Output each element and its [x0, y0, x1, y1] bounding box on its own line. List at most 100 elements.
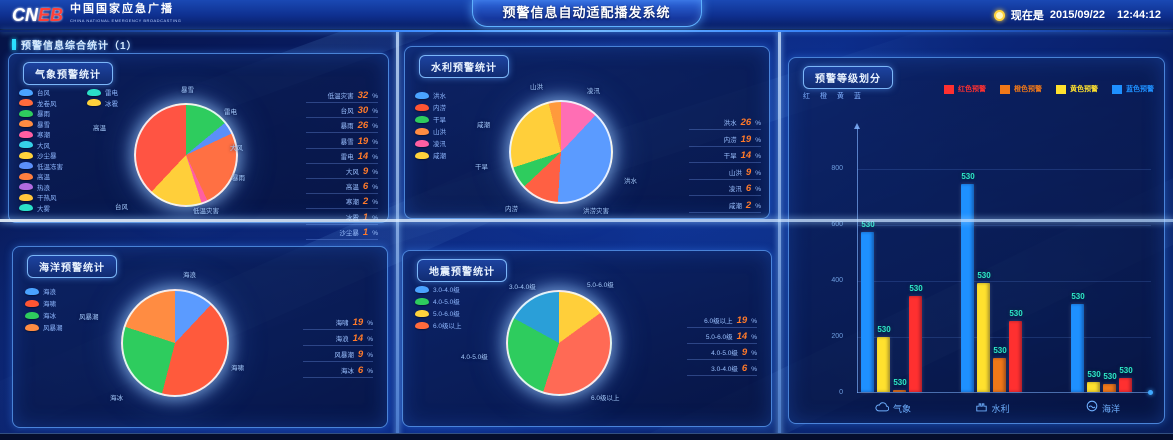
legend-label: 红色预警	[958, 86, 986, 93]
legend-label: 海啸	[43, 301, 56, 308]
panel-title: 地震预警统计	[417, 259, 507, 282]
stats-label: 暴雨	[340, 123, 354, 131]
bar-group: 530 530 530 530	[1071, 140, 1135, 392]
stats-row: 寒潮 2%	[306, 196, 378, 210]
legend-item: 风暴潮	[25, 321, 63, 333]
legend-item: 红色预警	[944, 84, 986, 94]
stats-unit: %	[367, 320, 373, 327]
pie-callout-label: 山洪	[530, 84, 543, 91]
stats-value: 6	[362, 181, 369, 193]
legend-chip-icon	[19, 109, 33, 117]
legend-item: 咸潮	[415, 149, 446, 161]
stats-value: 1	[362, 226, 369, 238]
legend-label: 大风	[37, 142, 50, 150]
legend-label: 干旱	[433, 117, 446, 124]
stats-value: 6	[741, 363, 748, 374]
legend-item: 内涝	[415, 101, 446, 113]
legend-label: 山洪	[433, 129, 446, 136]
screen-bezel-horizontal	[0, 219, 1173, 222]
bar	[893, 390, 906, 392]
legend-chip-icon	[19, 141, 33, 149]
legend-item: 低温冻害	[19, 161, 63, 172]
screen-bezel-vertical	[778, 30, 781, 440]
gridline	[857, 337, 1151, 338]
stats-row: 4.0-5.0级 9%	[687, 347, 757, 360]
logo-text-block: 中国国家应急广播 CHINA NATIONAL EMERGENCY BROADC…	[70, 4, 181, 26]
water-pie-chart	[509, 100, 613, 204]
bar	[1119, 378, 1132, 392]
stats-unit: %	[751, 366, 757, 373]
pie-callout-label: 雷电	[224, 109, 237, 116]
stats-unit: %	[755, 202, 761, 210]
panel-title: 水利预警统计	[419, 55, 509, 78]
logo-english-name: CHINA NATIONAL EMERGENCY BROADCASTING	[70, 18, 182, 23]
stats-row: 凌汛 6%	[689, 183, 761, 196]
stats-row: 咸潮 2%	[689, 200, 761, 213]
bar-value-label: 530	[1087, 370, 1101, 379]
legend-chip-icon	[19, 162, 33, 170]
legend-label: 蓝色预警	[1126, 86, 1154, 93]
stats-row: 低温灾害 32%	[306, 90, 378, 103]
stats-row: 干旱 14%	[689, 150, 761, 163]
stats-row: 3.0-4.0级 6%	[687, 363, 757, 376]
legend-chip-icon	[87, 88, 101, 96]
stats-value: 32	[357, 90, 369, 101]
stats-row: 雷电 14%	[306, 151, 378, 164]
ocean-stats-list: 海啸 19% 海浪 14% 风暴潮 9% 海冰 6%	[303, 317, 373, 378]
stats-label: 海啸	[335, 320, 349, 327]
water-legend: 洪水 内涝 干旱 山洪 凌汛 咸潮	[415, 89, 446, 161]
stats-label: 咸潮	[728, 202, 742, 210]
stats-unit: %	[372, 123, 378, 131]
bar	[909, 296, 922, 392]
stats-label: 洪水	[723, 120, 737, 127]
legend-item: 蓝色预警	[1112, 84, 1154, 94]
legend-item: 暴雨	[19, 108, 63, 119]
pie-callout-label: 暴雪	[181, 87, 194, 94]
stats-label: 5.0-6.0级	[705, 334, 733, 341]
bar	[961, 184, 974, 392]
stats-row: 5.0-6.0级 14%	[687, 331, 757, 344]
legend-label: 台风	[37, 90, 50, 98]
stats-label: 寒潮	[345, 199, 359, 207]
stats-unit: %	[367, 352, 373, 359]
legend-label: 寒潮	[37, 132, 50, 140]
stats-row: 海冰 6%	[303, 365, 373, 378]
section-marker-icon	[12, 39, 16, 50]
bar-value-label: 530	[993, 346, 1007, 355]
stats-value: 9	[745, 166, 752, 178]
stats-value: 2	[745, 199, 752, 211]
bar-value-label: 530	[1119, 366, 1133, 375]
stats-value: 26	[740, 117, 752, 128]
legend-chip-icon	[415, 309, 429, 317]
stats-unit: %	[755, 136, 761, 144]
stats-label: 内涝	[723, 136, 737, 144]
water-stats-list: 洪水 26% 内涝 19% 干旱 14% 山洪 9% 凌汛 6% 咸潮 2%	[689, 117, 761, 213]
stats-value: 30	[357, 105, 369, 117]
logo-eb-letters: EB	[38, 5, 64, 25]
stats-value: 19	[740, 133, 752, 145]
legend-item: 大风	[19, 140, 63, 151]
pie-callout-label: 暴雨	[232, 175, 245, 182]
legend-label: 暴雪	[37, 121, 50, 129]
stats-row: 内涝 19%	[689, 134, 761, 147]
legend-label: 凌汛	[433, 141, 446, 148]
clock-prefix: 现在是	[1010, 10, 1044, 22]
panel-ocean-warnings: 海洋预警统计 海浪 海啸 海冰 风暴潮 海浪 风暴潮 海冰 海啸 海啸 19% 海浪 14% 风暴潮…	[12, 246, 388, 428]
stats-unit: %	[372, 168, 378, 176]
weather-legend: 台风 龙卷风 暴雨 暴雪 寒潮 大风 沙尘暴 低温冻害 高温 热浪 干热风 大雾 雷电 冰雹	[19, 87, 118, 213]
legend-chip-icon	[19, 120, 33, 128]
stats-value: 1	[362, 211, 369, 223]
legend-item: 黄色预警	[1056, 84, 1098, 94]
legend-label: 6.0级以上	[433, 323, 462, 330]
panel-weather-warnings: 气象预警统计 台风 龙卷风 暴雨 暴雪 寒潮 大风 沙尘暴 低温冻害 高温 热浪 干热风 大雾 雷电 冰雹…	[8, 53, 389, 240]
pie-callout-label: 凌汛	[587, 88, 600, 95]
stats-unit: %	[372, 138, 378, 146]
stats-label: 暴雪	[340, 138, 354, 146]
panel-earthquake-warnings: 地震预警统计 3.0-4.0级 4.0-5.0级 5.0-6.0级 6.0级以上 3.…	[402, 250, 772, 427]
legend-item: 海啸	[25, 297, 63, 309]
category-label: 水利	[961, 399, 1025, 417]
logo-chinese-name: 中国国家应急广播	[70, 3, 175, 15]
stats-unit: %	[755, 120, 761, 127]
legend-item: 凌汛	[415, 137, 446, 149]
legend-item: 台风	[19, 87, 63, 98]
